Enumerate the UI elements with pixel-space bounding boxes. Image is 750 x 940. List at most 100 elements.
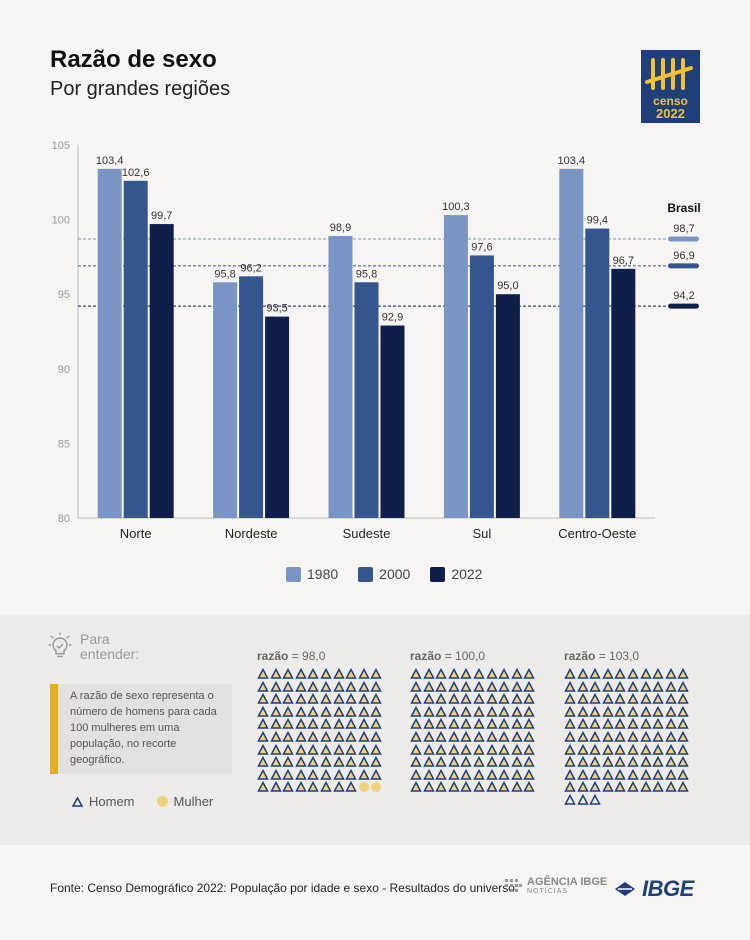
- triangle-icon: [307, 718, 320, 730]
- legend-label: 1980: [307, 566, 339, 582]
- triangle-icon: [511, 680, 523, 692]
- triangle-icon: [345, 730, 357, 742]
- homem-cell: [602, 693, 614, 705]
- triangle-icon: [677, 756, 690, 767]
- homem-cell: [410, 705, 422, 718]
- homem-cell: [358, 705, 370, 718]
- homem-cell: [410, 693, 422, 705]
- homem-cell: [320, 768, 332, 781]
- bar-2022: [265, 316, 290, 518]
- triangle-icon: [498, 705, 510, 717]
- triangle-icon: [665, 781, 677, 793]
- legend-item-2000: 2000: [358, 566, 410, 582]
- homem-cell: [589, 730, 601, 743]
- triangle-icon: [358, 718, 370, 730]
- x-category-label: Norte: [120, 526, 152, 541]
- homem-cell: [410, 743, 422, 756]
- triangle-icon: [282, 756, 294, 767]
- homem-cell: [332, 743, 345, 756]
- triangle-icon: [410, 680, 422, 692]
- homem-cell: [257, 756, 269, 768]
- homem-cell: [345, 756, 357, 768]
- homem-cell: [320, 705, 332, 718]
- triangle-icon: [614, 668, 627, 679]
- homem-cell: [320, 718, 332, 730]
- bar-2000: [123, 180, 148, 519]
- homem-cell: [282, 680, 294, 693]
- legend-swatch: [286, 566, 301, 582]
- triangle-icon: [422, 718, 435, 730]
- triangle-icon: [448, 693, 460, 704]
- homem-cell: [639, 781, 652, 793]
- homem-cell: [269, 668, 282, 680]
- triangle-icon: [614, 781, 627, 793]
- homem-cell: [282, 743, 294, 756]
- homem-cell: [332, 781, 345, 793]
- triangle-icon: [677, 730, 690, 742]
- triangle-icon: [422, 781, 435, 793]
- homem-cell: [332, 680, 345, 693]
- homem-cell: [295, 705, 307, 718]
- triangle-icon: [677, 768, 690, 780]
- homem-cell: [282, 705, 294, 718]
- triangle-icon: [652, 668, 664, 679]
- triangle-icon: [498, 668, 510, 679]
- homem-cell: [345, 693, 357, 705]
- triangle-icon: [320, 730, 332, 742]
- triangle-icon: [282, 680, 294, 692]
- homem-cell: [473, 693, 485, 705]
- homem-cell: [564, 668, 576, 680]
- triangle-icon: [523, 756, 536, 767]
- homem-cell: [422, 743, 435, 756]
- triangle-icon: [257, 756, 269, 767]
- bar-1980: [328, 236, 353, 518]
- triangle-icon: [358, 743, 370, 755]
- homem-cell: [257, 730, 269, 743]
- triangle-icon: [307, 730, 320, 742]
- triangle-icon: [639, 730, 652, 742]
- homem-cell: [448, 781, 460, 793]
- triangle-icon: [422, 680, 435, 692]
- mulher-cell: [358, 781, 370, 793]
- homem-cell: [589, 781, 601, 793]
- triangle-icon: [332, 705, 345, 717]
- homem-cell: [627, 743, 639, 756]
- homem-cell: [257, 693, 269, 705]
- triangle-icon: [269, 756, 282, 767]
- homem-cell: [614, 756, 627, 768]
- triangle-icon: [602, 743, 614, 755]
- triangle-icon: [564, 781, 576, 793]
- homem-cell: [511, 680, 523, 693]
- homem-cell: [269, 756, 282, 768]
- homem-cell: [435, 680, 447, 693]
- grid-eq: = 98,0: [291, 649, 326, 663]
- homem-cell: [523, 756, 536, 768]
- homem-cell: [652, 693, 664, 705]
- x-category-label: Nordeste: [225, 526, 278, 541]
- brasil-ref-marker: [668, 263, 699, 269]
- homem-cell: [370, 743, 383, 756]
- homem-cell: [589, 756, 601, 768]
- triangle-icon: [589, 768, 601, 780]
- homem-cell: [576, 718, 589, 730]
- homem-cell: [320, 781, 332, 793]
- ibge-name: IBGE: [642, 876, 694, 901]
- homem-cell: [282, 730, 294, 743]
- triangle-icon: [511, 743, 523, 755]
- triangle-icon: [627, 743, 639, 755]
- homem-cell: [576, 680, 589, 693]
- triangle-icon: [627, 705, 639, 717]
- triangle-icon: [345, 781, 357, 793]
- triangle-icon: [435, 768, 447, 780]
- homem-cell: [627, 730, 639, 743]
- triangle-icon: [564, 680, 576, 692]
- triangle-icon: [448, 680, 460, 692]
- homem-cell: [498, 693, 510, 705]
- triangle-icon: [602, 693, 614, 704]
- icon-grid-100: [410, 668, 536, 794]
- homem-cell: [639, 718, 652, 730]
- homem-cell: [282, 756, 294, 768]
- homem-cell: [602, 718, 614, 730]
- homem-cell: [665, 693, 677, 705]
- legend-swatch: [430, 566, 446, 582]
